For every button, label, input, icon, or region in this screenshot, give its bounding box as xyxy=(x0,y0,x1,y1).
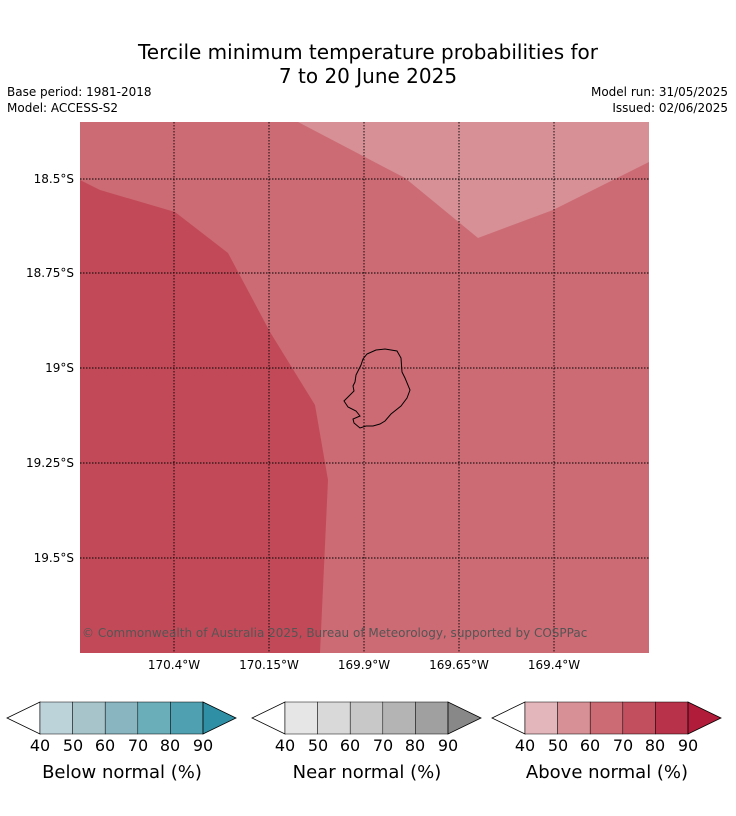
legend-tick: 80 xyxy=(404,736,426,755)
map-canvas xyxy=(80,122,649,653)
legend-tick: 60 xyxy=(579,736,601,755)
copyright-notice: © Commonwealth of Australia 2025, Bureau… xyxy=(82,626,588,640)
colorbar-max-extension xyxy=(202,701,237,735)
colorbar-segment xyxy=(524,701,558,735)
colorbar-segment xyxy=(104,701,139,735)
legend-tick: 50 xyxy=(307,736,329,755)
legend-tick: 40 xyxy=(274,736,296,755)
legend-tick: 50 xyxy=(547,736,569,755)
map-title-line-1: Tercile minimum temperature probabilitie… xyxy=(137,40,599,64)
legend-title: Above normal (%) xyxy=(525,762,689,783)
map-title-line-2: 7 to 20 June 2025 xyxy=(278,64,458,88)
colorbar-segment xyxy=(137,701,171,735)
graticule xyxy=(80,122,649,653)
colorbar-above-normal xyxy=(491,701,722,735)
legend-below-normal: 40 50 60 70 80 90 Below normal (%) xyxy=(6,700,238,790)
colorbar-segment xyxy=(317,701,351,735)
colorbar-segment xyxy=(557,701,591,735)
colorbar-segment xyxy=(655,701,689,735)
lon-label: 170.15°W xyxy=(239,658,299,672)
lon-label: 169.65°W xyxy=(429,658,489,672)
legend-tick: 60 xyxy=(94,736,116,755)
probability-map[interactable] xyxy=(80,122,649,653)
lon-label: 169.4°W xyxy=(527,658,581,672)
legend-above-normal: 40 50 60 70 80 90 Above normal (%) xyxy=(491,700,723,790)
legend-ticks: 40 50 60 70 80 90 xyxy=(491,736,723,756)
island-coastline xyxy=(343,348,411,429)
lat-label: 19°S xyxy=(45,361,74,375)
colorbar-segment xyxy=(349,701,384,735)
legend-tick: 90 xyxy=(192,736,214,755)
colorbar-segment xyxy=(170,701,204,735)
legend-tick: 50 xyxy=(62,736,84,755)
legend-tick: 70 xyxy=(612,736,634,755)
legend-tick: 70 xyxy=(372,736,394,755)
colorbar-min-extension xyxy=(6,701,41,735)
legend-near-normal: 40 50 60 70 80 90 Near normal (%) xyxy=(251,700,483,790)
lat-label: 19.25°S xyxy=(26,456,74,470)
legend-tick: 60 xyxy=(339,736,361,755)
colorbar-segment xyxy=(589,701,624,735)
colorbar-segment xyxy=(382,701,416,735)
colorbar-segment xyxy=(39,701,73,735)
lat-label: 18.75°S xyxy=(26,266,74,280)
base-period-text: Base period: 1981-2018 xyxy=(7,85,152,99)
legend-title: Below normal (%) xyxy=(42,762,202,783)
legend-ticks: 40 50 60 70 80 90 xyxy=(6,736,238,756)
lon-label: 170.4°W xyxy=(147,658,201,672)
legend-tick: 90 xyxy=(437,736,459,755)
issued-text: Issued: 02/06/2025 xyxy=(612,101,728,115)
legend-ticks: 40 50 60 70 80 90 xyxy=(251,736,483,756)
legend-tick: 80 xyxy=(159,736,181,755)
colorbar-min-extension xyxy=(251,701,286,735)
lat-label: 19.5°S xyxy=(33,551,74,565)
colorbar-min-extension xyxy=(491,701,526,735)
legend-title: Near normal (%) xyxy=(292,762,442,783)
lat-label: 18.5°S xyxy=(33,172,74,186)
colorbar-max-extension xyxy=(687,701,722,735)
colorbar-segment xyxy=(415,701,449,735)
model-text: Model: ACCESS-S2 xyxy=(7,101,119,115)
colorbar-below-normal xyxy=(6,701,237,735)
colorbar-max-extension xyxy=(447,701,482,735)
legend-tick: 70 xyxy=(127,736,149,755)
colorbar-segment xyxy=(72,701,106,735)
colorbar-segment xyxy=(622,701,656,735)
legend-tick: 80 xyxy=(644,736,666,755)
colorbar-segment xyxy=(284,701,318,735)
model-run-text: Model run: 31/05/2025 xyxy=(590,85,728,99)
legend-tick: 40 xyxy=(29,736,51,755)
zone-above-70 xyxy=(80,180,328,653)
lon-label: 169.9°W xyxy=(337,658,391,672)
legend-tick: 90 xyxy=(677,736,699,755)
colorbar-near-normal xyxy=(251,701,482,735)
zone-above-50 xyxy=(298,122,649,238)
legend-tick: 40 xyxy=(514,736,536,755)
